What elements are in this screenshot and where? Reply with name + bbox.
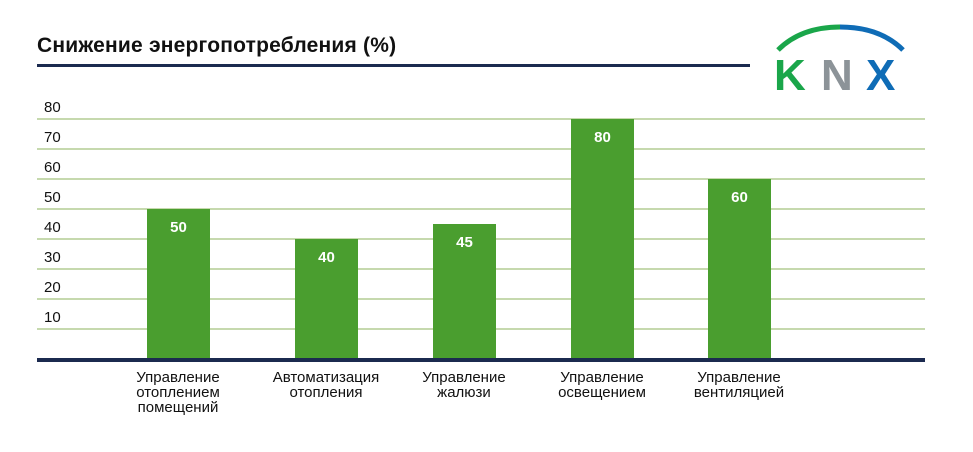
bar-value-label: 45 [456, 234, 473, 251]
y-tick-label: 40 [44, 219, 61, 236]
y-tick-label: 50 [44, 189, 61, 206]
gridline-60 [37, 178, 925, 180]
x-category-label: Автоматизация отопления [272, 369, 380, 401]
svg-text:N: N [821, 51, 853, 95]
x-category-label: Управление отоплением помещений [136, 369, 220, 416]
bar-heating-automation: 40 [295, 239, 358, 359]
chart-title: Снижение энергопотребления (%) [37, 34, 397, 57]
bar-ventilation: 60 [708, 179, 771, 359]
svg-text:K: K [774, 51, 806, 95]
x-category-label: Управление освещением [558, 369, 646, 401]
gridline-80 [37, 118, 925, 120]
bar-value-label: 40 [318, 249, 335, 266]
x-category-label: Управление вентиляцией [693, 369, 785, 401]
svg-text:X: X [866, 51, 895, 95]
bar-value-label: 80 [594, 129, 611, 146]
bar-blinds: 45 [433, 224, 496, 359]
bar-heating-rooms: 50 [147, 209, 210, 359]
knx-logo-icon: K N X [774, 24, 905, 95]
y-tick-label: 60 [44, 159, 61, 176]
bar-value-label: 50 [170, 219, 187, 236]
x-axis-line [37, 358, 925, 362]
x-category-label: Управление жалюзи [422, 369, 506, 401]
y-tick-label: 10 [44, 309, 61, 326]
y-tick-label: 20 [44, 279, 61, 296]
y-tick-label: 70 [44, 129, 61, 146]
title-underline [37, 64, 750, 67]
gridline-50 [37, 208, 925, 210]
y-tick-label: 30 [44, 249, 61, 266]
bar-value-label: 60 [731, 189, 748, 206]
y-tick-label: 80 [44, 99, 61, 116]
bar-lighting: 80 [571, 119, 634, 359]
gridline-70 [37, 148, 925, 150]
